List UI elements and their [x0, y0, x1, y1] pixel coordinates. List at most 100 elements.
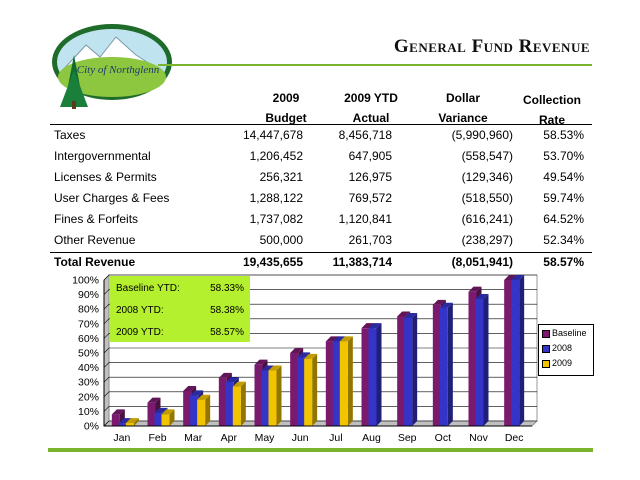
gridline: [103, 376, 537, 383]
bar-side: [412, 312, 418, 426]
bar-top: [290, 348, 304, 353]
bar-baseline-mar: [183, 390, 192, 426]
gridline: [103, 391, 537, 398]
logo-text: City of Northglenn: [77, 64, 160, 76]
bar-baseline-jan: [111, 414, 120, 426]
bar-2008-dec: [511, 280, 520, 426]
bar-2008-jun: [297, 357, 306, 426]
bar-side: [312, 353, 318, 426]
x-tick-label: Jul: [329, 432, 342, 444]
x-tick-label: Oct: [435, 432, 451, 444]
bar-top: [111, 409, 125, 415]
header-rule: [158, 64, 592, 66]
bar-top: [147, 397, 161, 403]
bar-top: [368, 323, 382, 329]
ytd-baseline: Baseline YTD: 58.33%: [116, 283, 244, 294]
bar-top: [432, 299, 446, 305]
y-tick-label: 70%: [78, 318, 99, 330]
table-row: Fines & Forfeits 1,737,082 1,120,841 (616,…: [54, 212, 584, 226]
x-tick-label: Dec: [505, 432, 524, 444]
y-tick-label: 60%: [78, 333, 99, 345]
table-row: Other Revenue 500,000 261,703 (238,297) 52…: [54, 233, 584, 247]
ytd-2008: 2008 YTD: 58.38%: [116, 305, 244, 316]
bar-side: [447, 302, 453, 426]
table-total-rule: [50, 252, 592, 253]
bar-baseline-jul: [325, 341, 334, 426]
bar-top: [504, 275, 518, 280]
bar-top: [197, 394, 211, 400]
bar-top: [161, 409, 175, 415]
bar-2008-feb: [154, 412, 163, 426]
bar-2009-apr: [232, 386, 241, 426]
bar-2008-jan: [118, 423, 127, 426]
bar-top: [254, 359, 268, 365]
bar-2008-jul: [332, 341, 341, 426]
y-tick-label: 0%: [84, 421, 99, 433]
chart-legend: Baseline 2008 2009: [538, 324, 594, 376]
table-row: Taxes 14,447,678 8,456,718 (5,990,960) 58.…: [54, 128, 584, 142]
revenue-collection-chart: 0% 10% 20% 30% 40% 50% 60% 70% 80% 90% 100% Jan Feb M…: [72, 274, 538, 444]
legend-2009: 2009: [542, 358, 572, 368]
gridline: [103, 289, 537, 295]
bar-2008-nov: [475, 298, 484, 426]
bar-side: [240, 381, 246, 426]
bar-top: [297, 352, 311, 358]
x-tick-label: May: [255, 432, 276, 444]
bar-baseline-may: [254, 364, 263, 426]
bar-baseline-aug: [361, 328, 370, 426]
bar-side: [519, 275, 525, 426]
bar-baseline-feb: [147, 402, 156, 426]
ytd-summary-box: Baseline YTD: 58.33% 2008 YTD: 58.38% 2009…: [110, 276, 250, 342]
legend-2008: 2008: [542, 343, 572, 353]
bar-side: [169, 409, 175, 426]
bar-2009-feb: [161, 414, 170, 426]
x-tick-label: Apr: [221, 432, 238, 444]
col-header-actual: 2009 YTD Actual: [344, 91, 398, 125]
table-row: Licenses & Permits 256,321 126,975 (129,34…: [54, 170, 584, 184]
bar-top: [468, 286, 482, 292]
bar-2009-jun: [304, 358, 313, 426]
bar-top: [404, 312, 418, 318]
x-tick-label: Aug: [362, 432, 381, 444]
gridline: [103, 362, 537, 368]
gridline: [103, 303, 537, 310]
x-tick-label: Nov: [469, 432, 488, 444]
col-header-rate: Collection Rate: [522, 93, 581, 127]
city-logo: City of Northglenn: [52, 24, 172, 109]
ytd-2009: 2009 YTD: 58.57%: [116, 327, 244, 338]
gridline: [103, 420, 537, 427]
bar-2008-may: [261, 370, 270, 426]
bar-top: [332, 336, 346, 342]
bar-2009-may: [268, 370, 277, 426]
bar-baseline-oct: [432, 304, 441, 426]
bar-2008-aug: [368, 328, 377, 426]
gridline: [103, 274, 537, 281]
bar-top: [154, 407, 168, 413]
bar-top: [339, 336, 353, 342]
col-header-budget: 2009 Budget: [265, 91, 307, 125]
y-tick-label: 90%: [78, 289, 99, 301]
x-tick-label: Sep: [398, 432, 417, 444]
y-tick-label: 20%: [78, 391, 99, 403]
bar-top: [325, 336, 339, 342]
bar-top: [439, 302, 453, 308]
bar-baseline-jun: [290, 353, 299, 426]
y-tick-label: 50%: [78, 348, 99, 360]
page-title: General Fund Revenue: [393, 36, 590, 57]
legend-swatch: [542, 359, 550, 368]
bar-baseline-apr: [218, 377, 227, 426]
bar-baseline-dec: [504, 280, 513, 426]
table-row: Intergovernmental 1,206,452 647,905 (558,5…: [54, 149, 584, 163]
bar-side: [133, 418, 139, 426]
bar-baseline-nov: [468, 291, 477, 426]
bar-baseline-sep: [397, 316, 406, 426]
gridline: [103, 333, 537, 339]
gridline: [103, 347, 537, 354]
bar-top: [183, 385, 197, 391]
bar-top: [304, 353, 318, 359]
x-tick-label: Mar: [184, 432, 203, 444]
bar-2009-jan: [125, 423, 134, 426]
y-tick-label: 80%: [78, 304, 99, 316]
bar-top: [361, 323, 375, 329]
y-tick-label: 30%: [78, 377, 99, 389]
